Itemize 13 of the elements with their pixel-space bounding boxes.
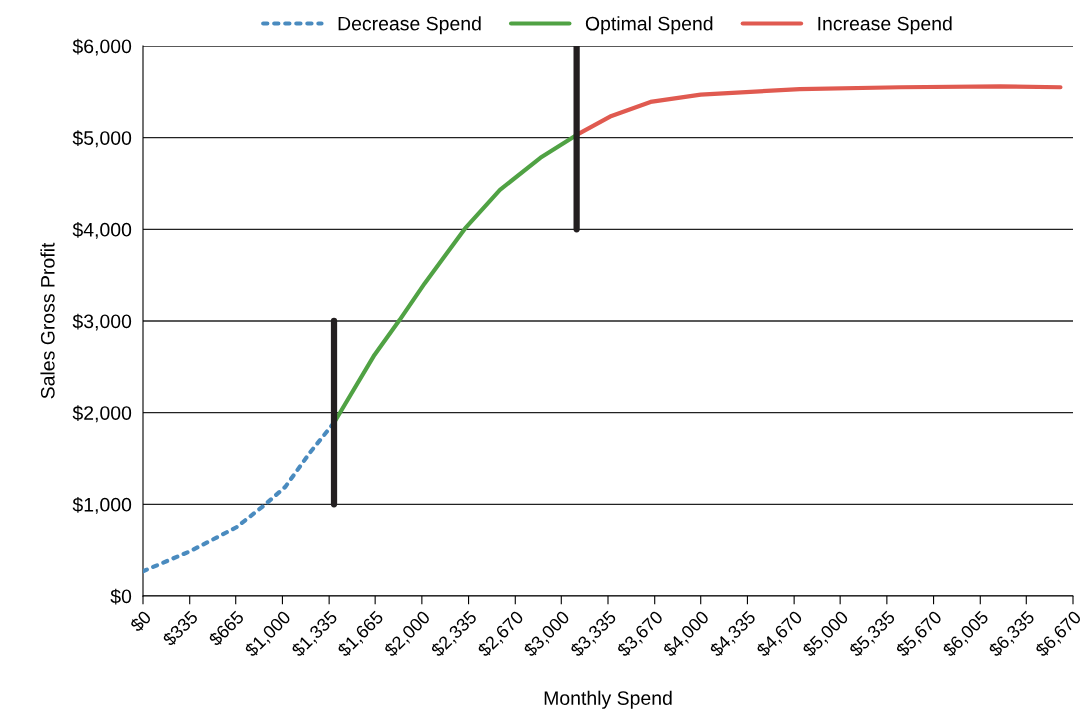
- y-tick-label: $1,000: [72, 496, 132, 514]
- y-axis-title: Sales Gross Profit: [40, 242, 55, 399]
- y-tick-label: $6,000: [72, 38, 132, 56]
- legend-label: Increase Spend: [818, 16, 952, 35]
- y-tick-label: $3,000: [72, 313, 132, 331]
- y-tick-label: $2,000: [72, 405, 132, 423]
- legend-label: Optimal Spend: [585, 16, 713, 35]
- legend-label: Decrease Spend: [338, 16, 481, 35]
- x-tick-label: $0: [128, 609, 153, 634]
- y-tick-label: $4,000: [72, 221, 132, 239]
- x-axis-title: Monthly Spend: [544, 690, 672, 709]
- y-tick-label: $0: [110, 588, 132, 605]
- y-tick-label: $5,000: [72, 130, 132, 148]
